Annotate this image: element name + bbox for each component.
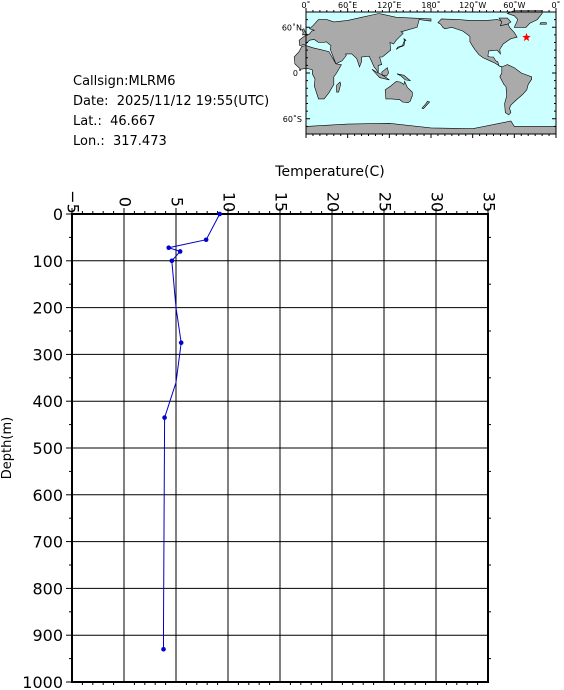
data-point <box>166 245 172 250</box>
y-tick-label: 100 <box>32 252 63 271</box>
data-point <box>161 646 166 652</box>
x-tick-label: 5 <box>168 197 187 207</box>
y-tick-label: 300 <box>32 345 63 364</box>
land-new-zealand <box>421 100 431 110</box>
x-tick-label: 25 <box>376 192 395 212</box>
y-tick-label: 1000 <box>22 673 63 690</box>
land-uk <box>301 28 308 36</box>
y-tick-label: 500 <box>32 439 63 458</box>
data-point <box>217 211 222 217</box>
temperature-profile <box>161 211 222 652</box>
data-point <box>203 237 209 243</box>
map-lat-label: 0˚ <box>293 68 302 78</box>
date-text: Date: 2025/11/12 19:55(UTC) <box>73 94 270 109</box>
land-iceland <box>539 22 547 25</box>
map-lon-label: 0˚ <box>301 0 310 10</box>
y-tick-label: 600 <box>32 486 63 505</box>
land-eurasia <box>298 13 432 74</box>
chart-grid <box>71 213 489 683</box>
callsign-text: Callsign:MLRM6 <box>73 74 176 89</box>
map-lat-label: 60˚N <box>282 22 302 32</box>
map-lat-label: 60˚S <box>283 114 302 124</box>
map-lon-label: 0˚ <box>551 0 560 10</box>
land-australia <box>384 80 413 104</box>
x-tick-label: 35 <box>480 192 499 212</box>
land-japan <box>396 38 407 50</box>
profile-line <box>163 213 221 650</box>
y-tick-label: 700 <box>32 533 63 552</box>
data-point <box>169 258 175 264</box>
land-new-guinea <box>396 73 412 82</box>
star-icon <box>522 32 531 42</box>
y-tick-label: 900 <box>32 626 63 645</box>
data-point <box>177 249 183 254</box>
x-tick-label: 10 <box>220 192 239 212</box>
map-lon-label: 180˚ <box>421 0 440 10</box>
chart-labels: −5 0 5 10 15 20 25 30 35010020030040050060070080… <box>0 164 499 690</box>
longitude-text: Lon.: 317.473 <box>73 134 167 149</box>
y-tick-label: 800 <box>32 579 63 598</box>
land-north-america <box>437 18 518 68</box>
map-lon-label: 60˚W <box>503 0 525 10</box>
land-south-america <box>499 64 532 116</box>
x-axis-label: Temperature(C) <box>274 164 384 180</box>
x-tick-label: 20 <box>324 192 343 212</box>
x-tick-label: 15 <box>272 192 291 212</box>
x-tick-label: −5 <box>64 190 83 214</box>
data-point <box>162 415 167 420</box>
land-baffin <box>498 17 512 27</box>
map-lon-label: 60˚E <box>338 0 357 10</box>
map-lon-label: 120˚W <box>459 0 486 10</box>
y-tick-label: 0 <box>53 205 63 224</box>
y-axis-label: Depth(m) <box>0 417 15 479</box>
station-info: Callsign:MLRM6 Date: 2025/11/12 19:55(UT… <box>73 72 269 152</box>
map-lon-label: 120˚E <box>377 0 401 10</box>
x-tick-label: 30 <box>428 192 447 212</box>
y-tick-label: 400 <box>32 392 63 411</box>
y-tick-label: 200 <box>32 299 63 318</box>
land-borneo-newguinea <box>381 67 389 77</box>
data-point <box>178 340 184 346</box>
land-madagascar <box>336 81 342 93</box>
latitude-text: Lat.: 46.667 <box>73 114 156 129</box>
x-tick-label: 0 <box>116 197 135 207</box>
land-indonesia <box>371 68 390 81</box>
chart-ticks <box>66 208 491 685</box>
